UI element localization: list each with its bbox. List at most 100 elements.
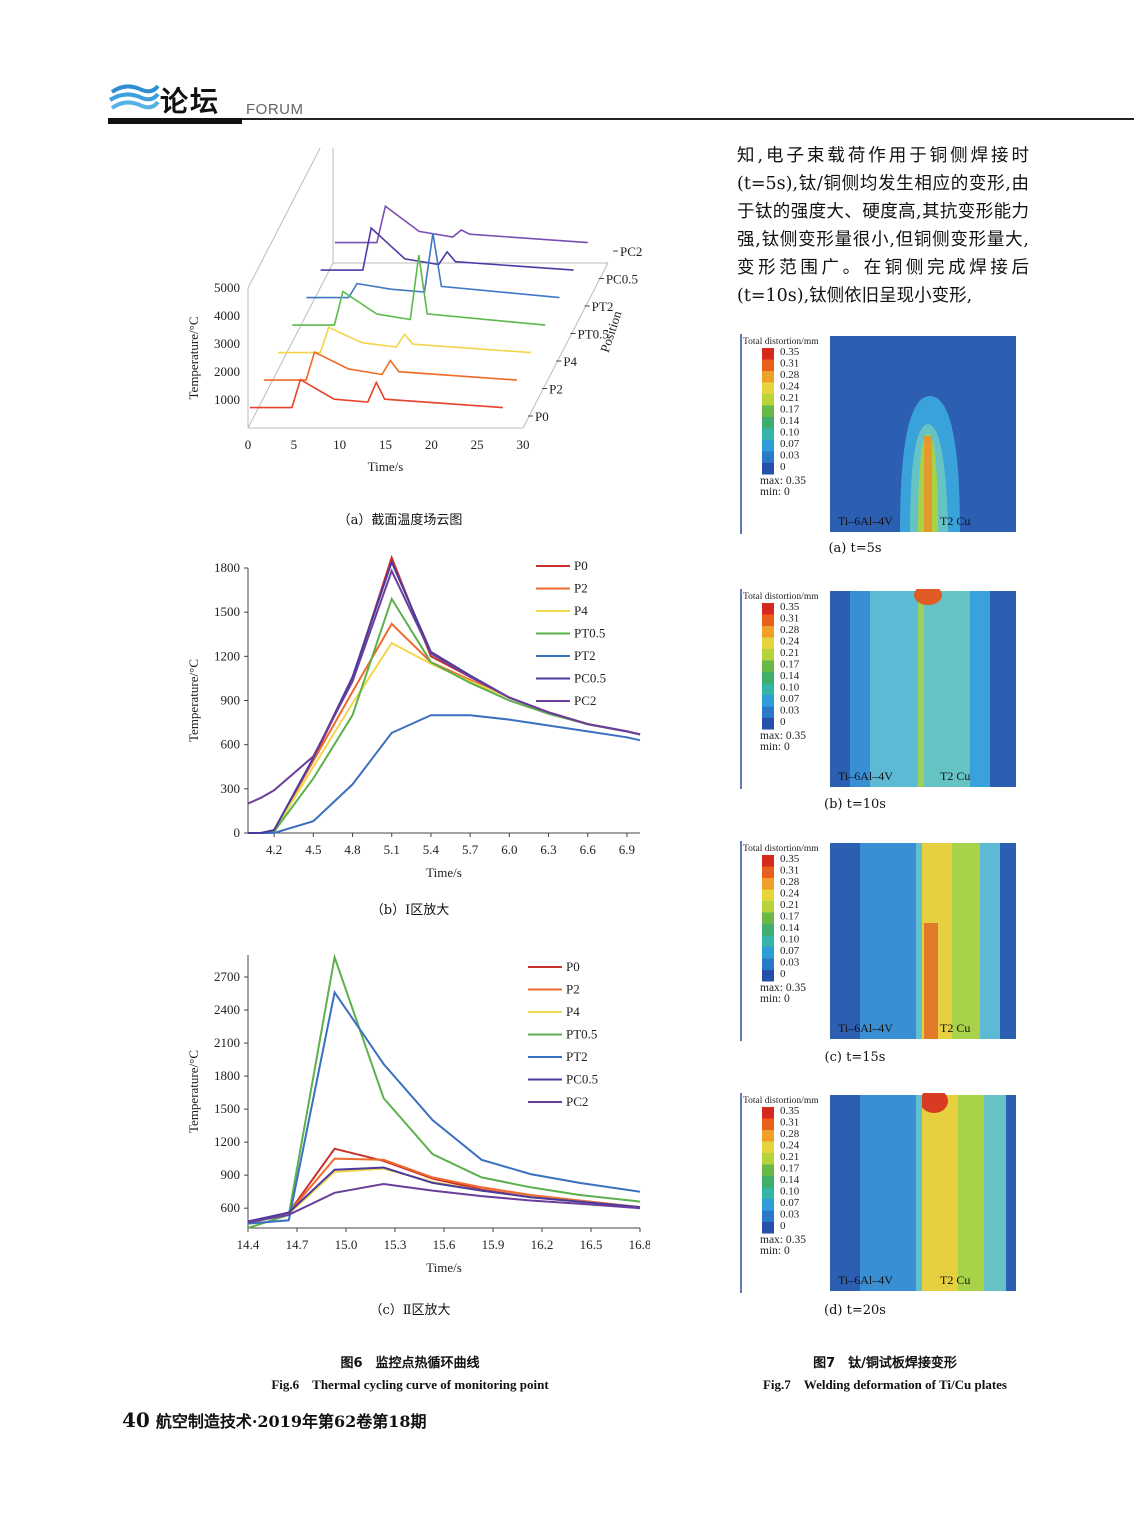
legend-label: P0 [574,558,588,573]
legend-swatch [762,614,774,626]
x-tick-label: 5.7 [462,842,479,857]
legend-swatch [762,924,774,936]
legend-swatch [762,463,774,475]
y-tick-label: 2100 [214,1035,240,1050]
x-tick-label: 6.3 [540,842,556,857]
y-tick-label: 2400 [214,1002,240,1017]
legend-value: 0.28 [780,1128,800,1140]
legend-swatch [762,947,774,959]
section-title-cn: 论坛 [160,85,221,118]
series-label: P2 [549,382,563,397]
legend-swatch [762,417,774,429]
y-tick-label: 3000 [214,336,240,351]
legend-value: 0.28 [780,369,800,381]
section-title-en: FORUM [246,101,304,118]
legend-title: Total distortion/mm [743,592,819,602]
x-tick-label: 10 [333,437,346,452]
legend-label: PC2 [574,693,596,708]
legend-label: PT0.5 [566,1027,597,1042]
legend-value: 0.35 [780,601,800,613]
series-line-PT2 [247,989,641,1225]
x-tick-label: 5 [291,437,298,452]
legend-label: PC0.5 [566,1072,598,1087]
legend-label: P4 [566,1004,580,1019]
material-label-ti: Ti–6Al–4V [838,769,893,783]
material-label-cu: T2 Cu [940,1021,970,1035]
x-tick-label: 0 [245,437,252,452]
legend-value: 0.28 [780,876,800,888]
legend-swatch [762,1141,774,1153]
legend-swatch [762,626,774,638]
fig6a-caption: （a）截面温度场云图 [337,513,463,528]
x-tick-label: 6.9 [619,842,635,857]
series-label: P4 [563,354,577,369]
material-label-cu: T2 Cu [940,1273,970,1287]
distortion-map [830,1089,1016,1291]
x-tick-label: 30 [517,437,530,452]
max-label: max: 0.35 [760,475,806,487]
y-tick-label: 1800 [214,560,240,575]
min-label: min: 0 [760,741,790,753]
page-footer: 40 航空制造技术·2019年第62卷第18期 [122,1408,426,1432]
paragraph-text: 知,电子束载荷作用于铜侧焊接时(t=5s),钛/铜侧均发生相应的变形,由于钛的强… [737,146,1029,306]
legend-swatch [762,935,774,947]
y-tick-label: 900 [221,1167,241,1182]
legend-value: 0.14 [780,670,800,682]
legend-swatch [762,672,774,684]
legend-value: 0.35 [780,1105,800,1117]
y-axis-label: Temperature/°C [186,1050,201,1133]
legend-value: 0.21 [780,899,799,911]
fig7-caption-cn: 图7 钛/铜试板焊接变形 [813,1356,957,1371]
distortion-map [830,843,1016,1039]
legend-value: 0.07 [780,693,800,705]
legend-value: 0.17 [780,404,800,416]
legend-value: 0.10 [780,934,800,946]
fig6b-line-chart: 4.2 4.5 4.8 5.1 5.4 5.7 6.0 6.3 6.6 6.9 0 300 600 900… [186,554,641,880]
legend-value: 0.35 [780,346,800,358]
legend-swatch [762,382,774,394]
legend-swatch [762,1210,774,1222]
y-tick-label: 5000 [214,280,240,295]
x-tick-label: 5.1 [384,842,400,857]
legend-value: 0.14 [780,1174,800,1186]
legend-swatch [762,970,774,982]
legend-value: 0.07 [780,945,800,957]
legend-swatch [762,706,774,718]
header-rule-accent [108,118,242,124]
legend-value: 0.10 [780,682,800,694]
legend-value: 0.03 [780,705,800,717]
header-rule [108,118,1134,120]
legend-swatch [762,451,774,463]
series-line-P0 [249,378,503,409]
legend-value: 0.03 [780,450,800,462]
series-label: PC2 [620,244,642,259]
y-axis-label: Temperature/°C [186,659,201,742]
legend-swatch [762,637,774,649]
legend-value: 0.24 [780,888,800,900]
legend-swatch [762,359,774,371]
legend-swatch [762,1130,774,1142]
legend-swatch [762,1153,774,1165]
legend-value: 0.31 [780,865,799,877]
min-label: min: 0 [760,1245,790,1257]
legend-value: 0.03 [780,1209,800,1221]
legend-value: 0 [780,716,786,728]
x-tick-label: 6.6 [580,842,597,857]
legend-value: 0 [780,461,786,473]
material-label-ti: Ti–6Al–4V [838,514,893,528]
legend-value: 0.17 [780,659,800,671]
x-tick-label: 15.0 [335,1237,358,1252]
legend-label: PT2 [574,648,596,663]
x-axis-label: Time/s [426,1260,462,1275]
legend-swatch [762,1118,774,1130]
z-axis [522,262,609,429]
series-line-PC0.5 [320,226,574,271]
x-tick-label: 20 [425,437,438,452]
legend-swatch [762,394,774,406]
legend-value: 0.17 [780,911,800,923]
legend-value: 0.10 [780,1186,800,1198]
y-axis-label: Temperature/°C [186,317,201,400]
series-line-PC0.5 [247,1166,641,1223]
material-label-cu: T2 Cu [940,514,970,528]
y-tick-label: 1200 [214,648,240,663]
